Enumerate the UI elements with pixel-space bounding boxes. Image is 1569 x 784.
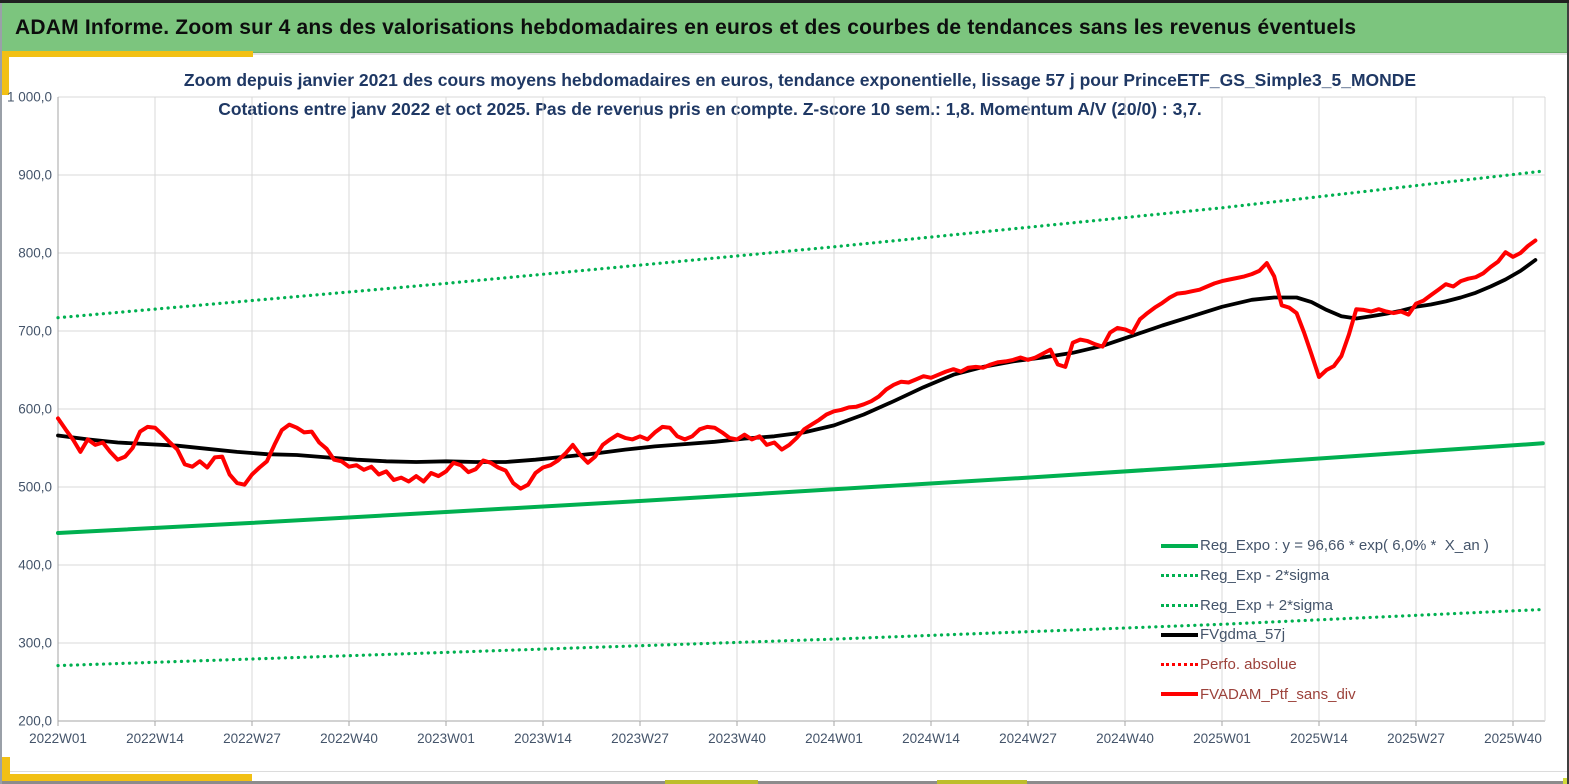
x-axis-tick-label: 2022W14 [126,731,184,746]
window-border-right [1567,3,1569,784]
legend-swatch-green-dotted-line [1161,603,1198,607]
chart-legend[interactable]: Reg_Expo : y = 96,66 * exp( 6,0% * X_an … [1161,531,1556,709]
yellow-accent-bottom-left-vertical [0,757,10,784]
legend-label: Reg_Expo : y = 96,66 * exp( 6,0% * X_an … [1200,537,1489,555]
legend-label: FVgdma_57j [1200,626,1286,644]
legend-swatch-black-solid-line [1161,632,1198,637]
y-axis-tick-label: 500,0 [18,480,52,495]
x-axis-tick-label: 2025W14 [1290,731,1348,746]
x-axis-tick-label: 2022W40 [320,731,378,746]
y-axis-tick-label: 1 000,0 [7,90,52,105]
yellow-accent-underline [0,51,253,57]
legend-label: Reg_Exp - 2*sigma [1200,567,1330,585]
taskbar-olive-segment [665,780,758,784]
legend-item-reg-exp-plus-2sigma[interactable]: Reg_Exp + 2*sigma [1161,590,1556,620]
legend-item-reg-expo[interactable]: Reg_Expo : y = 96,66 * exp( 6,0% * X_an … [1161,531,1556,561]
x-axis-tick-label: 2024W40 [1096,731,1154,746]
y-axis-tick-label: 600,0 [18,402,52,417]
x-axis-tick-label: 2024W27 [999,731,1057,746]
series-Reg_Expo[interactable] [56,441,1545,535]
series-Reg_Exp_minus_2sigma[interactable] [56,607,1545,668]
report-header-bar: ADAM Informe. Zoom sur 4 ans des valoris… [2,3,1567,53]
legend-swatch-green-solid-line [1161,543,1198,548]
legend-swatch-green-dotted-line [1161,574,1198,578]
x-axis-tick-label: 2025W01 [1193,731,1251,746]
x-axis-tick-label: 2025W40 [1484,731,1542,746]
x-axis-tick-label: 2023W14 [514,731,572,746]
report-title: ADAM Informe. Zoom sur 4 ans des valoris… [15,15,1357,39]
legend-label: FVADAM_Ptf_sans_div [1200,685,1356,703]
legend-item-fvgdma-57j[interactable]: FVgdma_57j [1161,620,1556,650]
legend-item-reg-exp-minus-2sigma[interactable]: Reg_Exp - 2*sigma [1161,561,1556,591]
taskbar-olive-segment [937,780,1027,784]
taskbar-yellow-green-sliver [1563,778,1569,784]
legend-swatch-red-solid-line [1161,692,1198,697]
x-axis-tick-label: 2022W27 [223,731,281,746]
window-border-top [0,0,1569,3]
y-axis-tick-label: 800,0 [18,246,52,261]
x-axis-tick-label: 2023W01 [417,731,475,746]
x-axis-tick-label: 2024W14 [902,731,960,746]
yellow-accent-bottom-left-bar [0,774,252,783]
window-border-left [0,3,2,784]
series-FVADAM_Ptf_sans_div[interactable] [56,238,1538,491]
x-axis-tick-label: 2025W27 [1387,731,1445,746]
y-axis-tick-label: 300,0 [18,636,52,651]
legend-label: Reg_Exp + 2*sigma [1200,596,1333,614]
y-axis-tick-label: 900,0 [18,168,52,183]
y-axis-tick-label: 700,0 [18,324,52,339]
bottom-hairline [0,771,1569,772]
taskbar-edge [0,781,1569,784]
legend-item-fvadam-ptf-sans-div[interactable]: FVADAM_Ptf_sans_div [1161,679,1556,709]
x-axis-tick-label: 2023W40 [708,731,766,746]
legend-label: Perfo. absolue [1200,656,1297,674]
y-axis-tick-label: 200,0 [18,714,52,729]
gray-underline [253,53,1567,55]
yellow-accent-left-top [0,51,9,95]
series-Reg_Exp_plus_2sigma[interactable] [56,169,1545,320]
legend-item-perfo-absolue[interactable]: Perfo. absolue [1161,650,1556,680]
x-axis-tick-label: 2024W01 [805,731,863,746]
x-axis-tick-label: 2023W27 [611,731,669,746]
y-axis-tick-label: 400,0 [18,558,52,573]
legend-swatch-red-dotted-line [1161,663,1198,667]
chart-title-line1: Zoom depuis janvier 2021 des cours moyen… [183,70,1417,90]
chart-title-line2: Cotations entre janv 2022 et oct 2025. P… [218,99,1202,119]
x-axis-tick-label: 2022W01 [29,731,87,746]
